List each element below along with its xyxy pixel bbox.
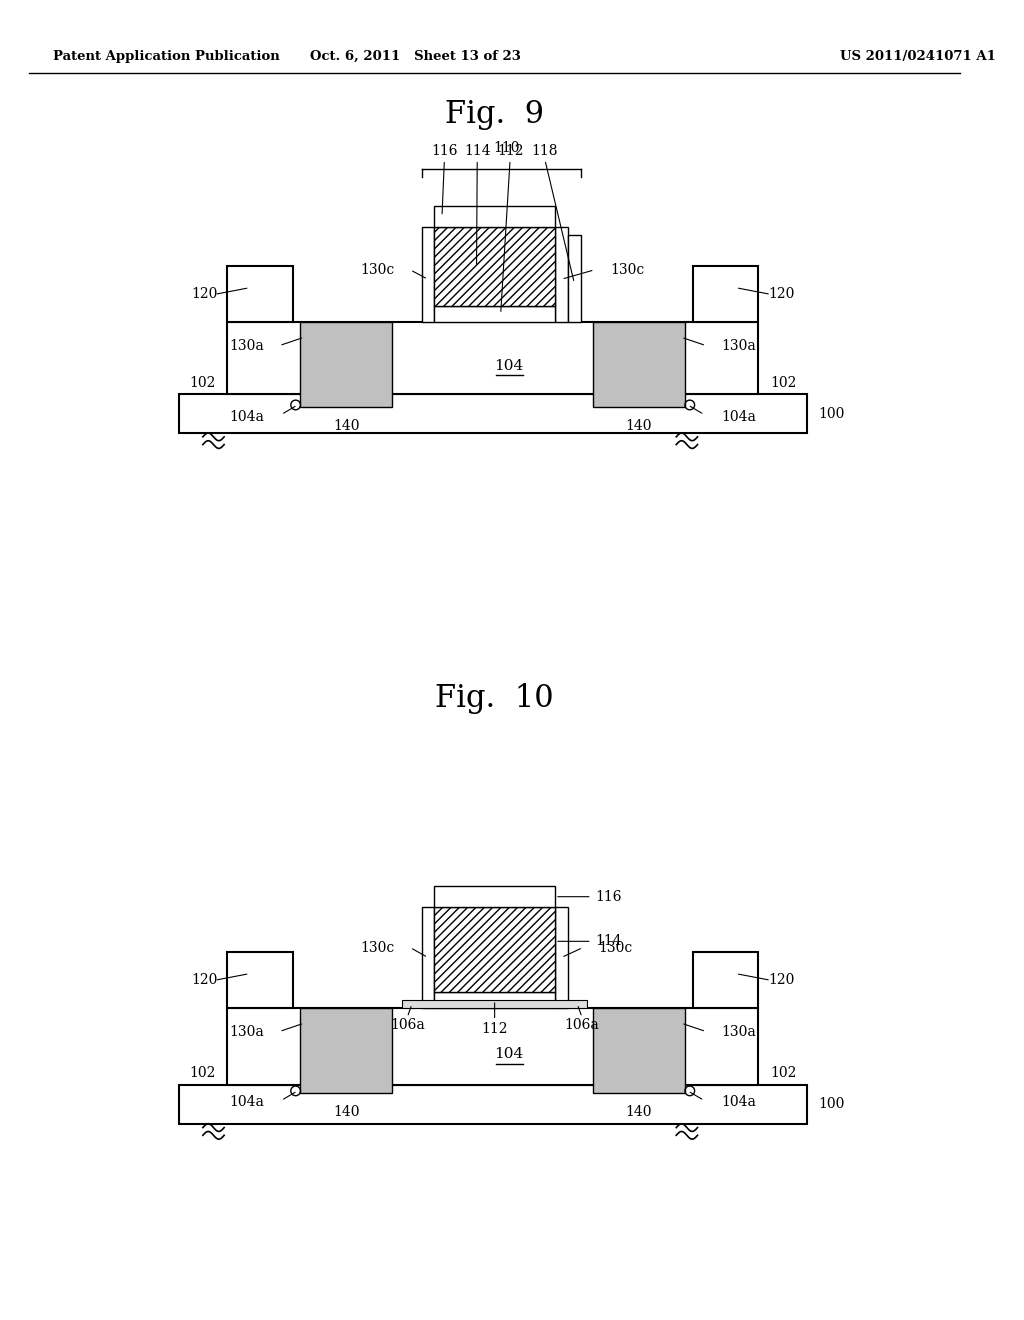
Bar <box>434 886 555 907</box>
Text: 102: 102 <box>189 376 215 389</box>
Bar <box>227 952 293 1007</box>
Text: 120: 120 <box>191 286 217 301</box>
Text: Fig.  9: Fig. 9 <box>445 99 544 129</box>
Bar <box>227 322 759 395</box>
Text: 104a: 104a <box>229 1096 264 1110</box>
Text: 140: 140 <box>333 1105 359 1119</box>
Text: Fig.  10: Fig. 10 <box>435 684 554 714</box>
Text: Patent Application Publication: Patent Application Publication <box>53 50 280 63</box>
Bar <box>300 1007 392 1093</box>
Text: 102: 102 <box>770 1067 797 1081</box>
Text: 130c: 130c <box>360 941 394 954</box>
Bar <box>434 907 555 993</box>
Bar <box>402 1001 587 1007</box>
Text: 114: 114 <box>596 935 623 948</box>
Bar <box>567 235 581 322</box>
Bar <box>692 265 759 322</box>
Bar <box>434 306 555 322</box>
Text: 114: 114 <box>464 144 490 157</box>
Text: US 2011/0241071 A1: US 2011/0241071 A1 <box>841 50 996 63</box>
Text: 104: 104 <box>495 1047 523 1061</box>
Text: 140: 140 <box>626 420 652 433</box>
Bar <box>422 907 434 1007</box>
Text: 118: 118 <box>531 144 558 157</box>
Text: 130a: 130a <box>722 1024 757 1039</box>
Bar <box>179 395 807 433</box>
Text: 130a: 130a <box>722 339 757 352</box>
Text: 130a: 130a <box>229 339 264 352</box>
Text: 104a: 104a <box>722 409 757 424</box>
Text: 130c: 130c <box>360 263 394 277</box>
Text: 106a: 106a <box>390 1018 425 1032</box>
Text: 104a: 104a <box>229 409 264 424</box>
Bar <box>593 322 685 407</box>
Bar <box>422 227 434 322</box>
Text: 130c: 130c <box>610 263 644 277</box>
Text: 100: 100 <box>818 1097 845 1111</box>
Text: 140: 140 <box>333 420 359 433</box>
Text: 130a: 130a <box>229 1024 264 1039</box>
Bar <box>434 993 555 1007</box>
Text: 120: 120 <box>768 973 795 987</box>
Text: 112: 112 <box>497 144 523 157</box>
Bar <box>179 1085 807 1123</box>
Bar <box>692 952 759 1007</box>
Text: 104: 104 <box>495 359 523 372</box>
Text: 120: 120 <box>191 973 217 987</box>
Bar <box>300 322 392 407</box>
Text: Oct. 6, 2011   Sheet 13 of 23: Oct. 6, 2011 Sheet 13 of 23 <box>310 50 521 63</box>
Bar <box>434 206 555 227</box>
Text: 140: 140 <box>626 1105 652 1119</box>
Bar <box>227 1007 759 1085</box>
Text: 116: 116 <box>431 144 458 157</box>
Bar <box>593 1007 685 1093</box>
Text: 106a: 106a <box>564 1018 599 1032</box>
Text: 112: 112 <box>481 1022 508 1036</box>
Text: 104a: 104a <box>722 1096 757 1110</box>
Text: 100: 100 <box>818 407 845 421</box>
Text: 130c: 130c <box>598 941 633 954</box>
Text: 120: 120 <box>768 286 795 301</box>
Text: 102: 102 <box>189 1067 215 1081</box>
Text: 110: 110 <box>493 141 519 154</box>
Bar <box>555 227 567 322</box>
Bar <box>555 907 567 1007</box>
Bar <box>434 227 555 306</box>
Bar <box>227 265 293 322</box>
Text: 102: 102 <box>770 376 797 389</box>
Text: 116: 116 <box>596 890 623 904</box>
